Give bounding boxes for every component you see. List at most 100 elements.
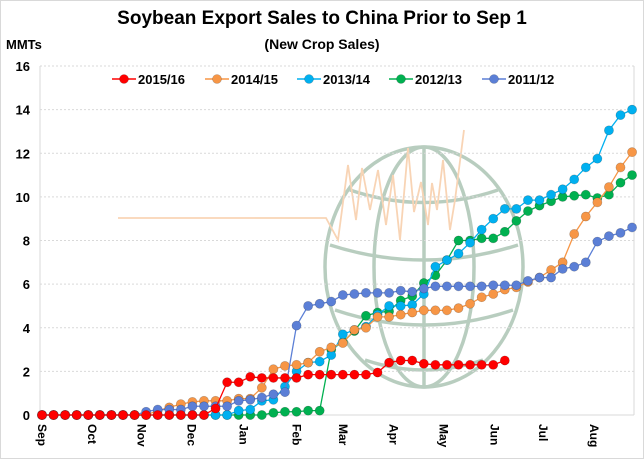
data-point	[569, 261, 580, 272]
data-point	[256, 392, 267, 403]
x-tick-label: Feb	[290, 424, 304, 445]
legend-marker	[119, 74, 129, 84]
data-point	[384, 301, 394, 311]
data-point	[303, 357, 314, 368]
data-point	[534, 195, 545, 206]
data-point	[488, 213, 499, 224]
data-point	[164, 410, 175, 420]
data-point	[233, 395, 244, 406]
data-point	[442, 255, 452, 266]
data-point	[476, 281, 487, 292]
data-point	[199, 410, 209, 420]
data-point	[580, 162, 591, 173]
data-point	[418, 305, 429, 316]
data-point	[534, 272, 545, 283]
data-point	[118, 410, 128, 420]
legend-marker	[304, 74, 314, 84]
data-point	[604, 231, 614, 242]
data-point	[453, 281, 464, 292]
data-point	[546, 189, 556, 200]
data-point	[314, 356, 325, 367]
chart-subtitle: (New Crop Sales)	[264, 36, 380, 52]
data-point	[580, 211, 591, 222]
legend-label: 2011/12	[508, 72, 554, 87]
legend-item: 2012/13	[389, 72, 462, 87]
x-tick-label: Sep	[35, 424, 49, 446]
y-tick-label: 10	[16, 190, 30, 205]
y-tick-label: 2	[23, 364, 30, 379]
data-point	[280, 387, 290, 397]
data-point	[245, 371, 256, 382]
data-point	[326, 369, 337, 380]
data-point	[627, 104, 637, 115]
data-point	[337, 329, 348, 340]
data-point	[280, 361, 290, 371]
data-point	[384, 311, 394, 322]
data-point	[523, 206, 533, 216]
series-2013-14	[37, 104, 637, 420]
data-point	[615, 227, 626, 238]
series-line	[42, 109, 633, 416]
data-point	[488, 289, 499, 299]
data-point	[442, 359, 452, 370]
x-tick-label: Oct	[85, 424, 99, 444]
data-point	[430, 359, 441, 370]
data-point	[268, 389, 279, 400]
x-tick-label: Apr	[387, 424, 401, 445]
data-point	[245, 404, 256, 415]
data-point	[141, 410, 152, 420]
data-point	[384, 287, 394, 298]
data-point	[372, 367, 383, 378]
data-point	[326, 296, 337, 307]
data-point	[233, 405, 244, 416]
legend-label: 2012/13	[415, 72, 462, 87]
data-point	[499, 226, 510, 237]
data-point	[442, 305, 452, 316]
data-point	[627, 170, 637, 180]
data-point	[580, 189, 591, 200]
data-point	[303, 301, 314, 311]
data-point	[291, 320, 302, 331]
data-point	[245, 394, 256, 405]
data-point	[465, 359, 475, 370]
x-tick-label: Jun	[487, 424, 501, 445]
data-point	[291, 406, 302, 417]
data-point	[488, 280, 499, 291]
data-point	[465, 237, 475, 248]
data-point	[395, 285, 406, 296]
data-point	[615, 110, 626, 120]
data-point	[199, 401, 209, 412]
legend-item: 2014/15	[205, 72, 278, 87]
data-point	[280, 406, 290, 417]
data-point	[557, 263, 568, 274]
data-point	[314, 405, 325, 416]
data-point	[71, 410, 82, 420]
data-point	[233, 377, 244, 388]
data-point	[361, 310, 371, 321]
data-point	[488, 233, 499, 244]
data-point	[222, 410, 233, 420]
data-point	[361, 322, 371, 333]
legend-label: 2014/15	[231, 72, 278, 87]
data-point	[291, 373, 302, 383]
data-point	[430, 305, 441, 316]
data-point	[268, 373, 279, 383]
data-point	[557, 184, 568, 195]
series-2014-15	[37, 147, 637, 420]
data-point	[361, 287, 371, 298]
data-point	[430, 261, 441, 272]
data-point	[48, 410, 59, 420]
data-point	[546, 272, 556, 283]
data-point	[476, 359, 487, 370]
data-point	[627, 222, 637, 233]
y-tick-label: 16	[16, 59, 30, 74]
data-point	[314, 298, 325, 309]
data-point	[511, 203, 522, 214]
data-point	[175, 410, 186, 420]
data-point	[569, 190, 580, 201]
legend-item: 2013/14	[297, 72, 371, 87]
data-point	[395, 309, 406, 320]
legend-item: 2011/12	[482, 72, 554, 87]
y-tick-label: 8	[23, 234, 30, 249]
